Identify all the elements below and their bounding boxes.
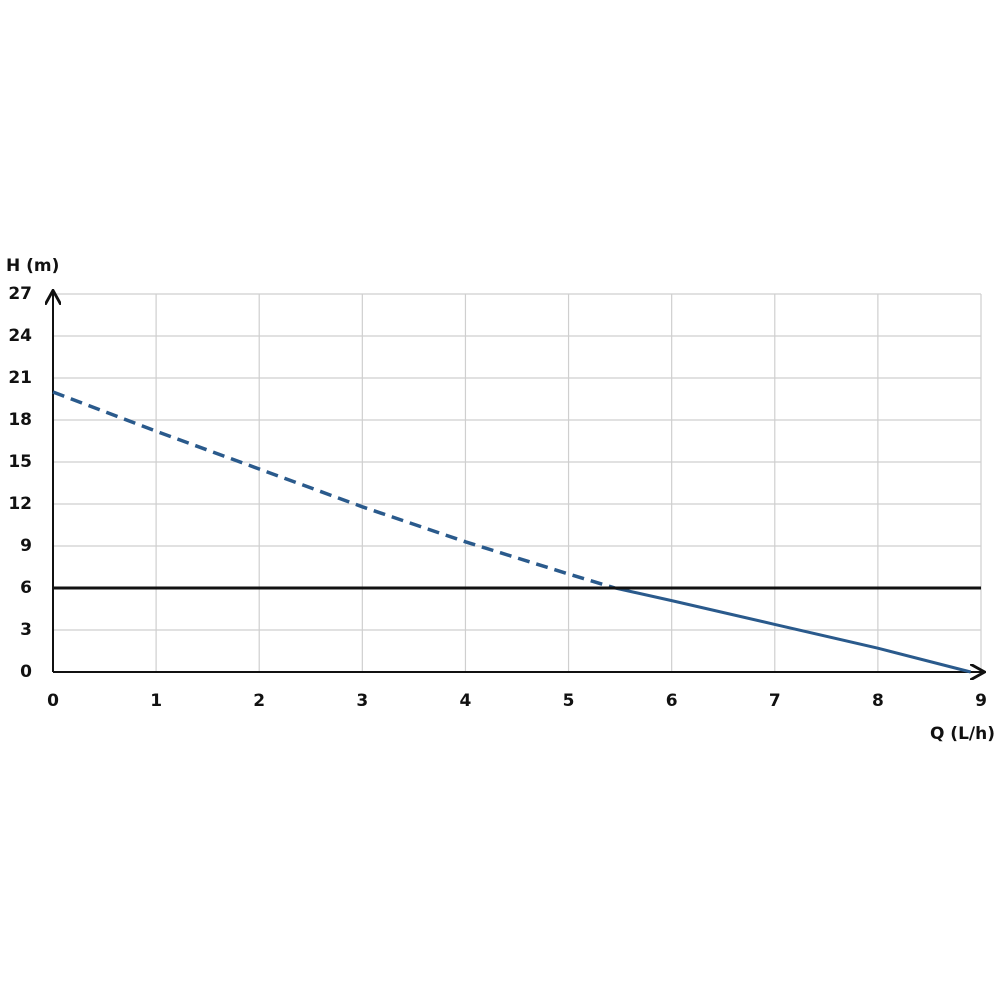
x-tick-label: 1 [150,691,162,711]
y-tick-label: 18 [8,410,32,430]
x-tick-label: 7 [769,691,781,711]
x-tick-label: 6 [666,691,678,711]
y-tick-label: 6 [20,578,32,598]
x-tick-label: 5 [563,691,575,711]
y-tick-label: 0 [20,662,32,682]
series-line [52,390,616,590]
y-tick-label: 3 [20,620,32,640]
x-tick-label: 8 [872,691,884,711]
y-tick-label: 15 [8,452,32,472]
x-tick-label: 0 [47,691,59,711]
y-tick-label: 21 [8,368,32,388]
y-tick-label: 24 [8,326,32,346]
x-tick-label: 2 [253,691,265,711]
series-line [614,586,972,674]
y-axis-label: H (m) [6,256,59,276]
x-axis-label: Q (L/h) [930,724,995,744]
y-tick-label: 27 [8,284,32,304]
y-tick-label: 12 [8,494,32,514]
x-tick-label: 9 [975,691,987,711]
x-tick-label: 4 [460,691,472,711]
y-tick-label: 9 [20,536,32,556]
x-tick-label: 3 [356,691,368,711]
